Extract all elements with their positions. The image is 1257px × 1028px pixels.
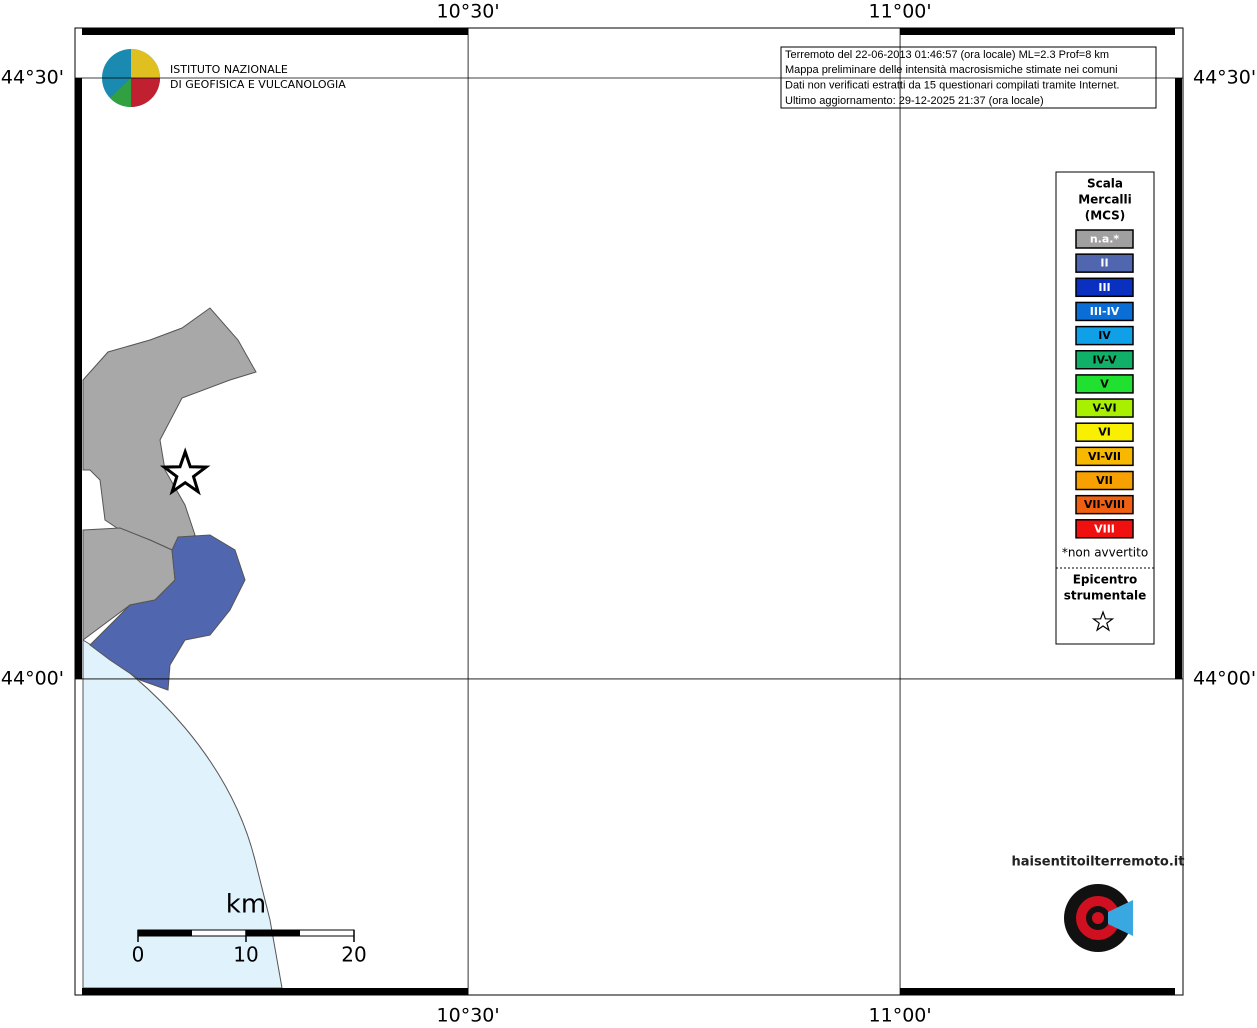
info-box bbox=[780, 46, 1157, 109]
scale-unit: km bbox=[226, 890, 266, 920]
info-line: Dati non verificati estratti da 15 quest… bbox=[785, 80, 1119, 92]
legend-label: VII-VIII bbox=[1084, 498, 1125, 511]
epicenter bbox=[159, 447, 211, 496]
info-line: Ultimo aggiornamento: 29-12-2025 21:37 (… bbox=[785, 95, 1044, 107]
legend-swatch bbox=[1075, 229, 1134, 249]
legend-swatch bbox=[1075, 470, 1134, 491]
legend-epicenter: Epicentro bbox=[1073, 573, 1138, 587]
logo-text: ISTITUTO NAZIONALE bbox=[170, 63, 288, 76]
legend-label: VI-VII bbox=[1088, 450, 1121, 463]
scale-segment bbox=[138, 930, 192, 936]
region-na bbox=[82, 307, 257, 551]
legend-label: II bbox=[1100, 257, 1108, 270]
lat-label: 44°30' bbox=[1, 66, 64, 88]
legend-label: IV-V bbox=[1092, 353, 1117, 366]
legend-label: V-VI bbox=[1092, 402, 1116, 415]
legend-swatch bbox=[1075, 325, 1134, 346]
legend-title: Mercalli bbox=[1078, 193, 1132, 207]
legend-label: VI bbox=[1098, 426, 1111, 439]
scale-label: 0 bbox=[132, 943, 145, 967]
map-frame bbox=[74, 27, 1184, 996]
legend-swatch bbox=[1075, 253, 1134, 273]
legend-swatch bbox=[1075, 422, 1134, 442]
lat-label: 44°30' bbox=[1193, 66, 1256, 88]
legend-label: III-IV bbox=[1090, 305, 1120, 318]
scale-segment bbox=[246, 930, 300, 936]
logo-text: DI GEOFISICA E VULCANOLOGIA bbox=[170, 78, 346, 91]
legend-label: VIII bbox=[1094, 522, 1115, 535]
logo: ISTITUTO NAZIONALE DI GEOFISICA E VULCAN… bbox=[102, 49, 346, 107]
legend-swatch bbox=[1075, 398, 1134, 418]
lon-label: 10°30' bbox=[437, 1, 500, 23]
scale-label: 20 bbox=[341, 943, 366, 967]
lat-label: 44°00' bbox=[1193, 667, 1256, 689]
legend-label: VII bbox=[1096, 474, 1113, 487]
legend-swatch bbox=[1075, 519, 1134, 539]
legend-label: III bbox=[1098, 281, 1110, 294]
legend-swatch bbox=[1075, 350, 1134, 370]
info-line: Terremoto del 22-06-2013 01:46:57 (ora l… bbox=[785, 49, 1109, 61]
info-line: Mappa preliminare delle intensità macros… bbox=[785, 64, 1118, 76]
legend-label: V bbox=[1100, 377, 1109, 390]
legend-title: (MCS) bbox=[1085, 209, 1126, 223]
legend-note: *non avvertito bbox=[1062, 546, 1148, 560]
lon-label: 10°30' bbox=[437, 1005, 500, 1025]
watermark-text: haisentitoilterremoto.it bbox=[1012, 855, 1185, 870]
legend-swatch bbox=[1075, 446, 1134, 467]
frame-border bbox=[75, 28, 1182, 995]
legend-swatch bbox=[1075, 277, 1134, 298]
legend-swatch bbox=[1075, 374, 1134, 394]
watermark: haisentitoilterremoto.it bbox=[1012, 855, 1185, 952]
legend-label: IV bbox=[1098, 329, 1111, 342]
legend-star bbox=[1091, 610, 1115, 632]
legend-swatch bbox=[1075, 301, 1134, 322]
legend-swatch bbox=[1075, 494, 1134, 515]
lon-label: 11°00' bbox=[869, 1, 932, 23]
lon-label: 11°00' bbox=[869, 1005, 932, 1025]
scale-label: 10 bbox=[233, 943, 258, 967]
legend-title: Scala bbox=[1087, 177, 1123, 191]
lat-label: 44°00' bbox=[1, 667, 64, 689]
legend-epicenter: strumentale bbox=[1064, 589, 1147, 603]
legend-label: n.a.* bbox=[1090, 233, 1120, 246]
region-ii bbox=[89, 534, 246, 691]
